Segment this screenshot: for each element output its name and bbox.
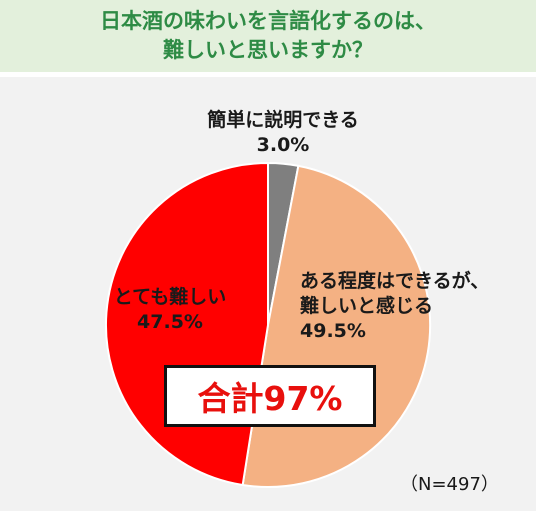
- chart-title-line-2: 難しいと思いますか？: [163, 38, 373, 62]
- label-very-difficult-text: とても難しい: [113, 286, 227, 308]
- total-callout-box: 合計97%: [164, 365, 376, 427]
- total-callout-text: 合計97%: [197, 379, 343, 418]
- title-band: 日本酒の味わいを言語化するのは、 難しいと思いますか？: [0, 0, 536, 72]
- label-somewhat-line-2: 難しいと感じる: [300, 295, 434, 317]
- label-somewhat: ある程度はできるが、 難しいと感じる 49.5%: [300, 269, 489, 344]
- label-easy-text: 簡単に説明できる: [207, 109, 359, 131]
- label-very-difficult-value: 47.5%: [137, 311, 203, 333]
- label-easy: 簡単に説明できる 3.0%: [188, 108, 378, 158]
- label-easy-value: 3.0%: [256, 134, 310, 156]
- label-somewhat-value: 49.5%: [300, 320, 366, 342]
- label-very-difficult: とても難しい 47.5%: [100, 285, 240, 335]
- sample-size-note: （N=497）: [400, 474, 499, 495]
- label-somewhat-line-1: ある程度はできるが、: [300, 270, 490, 292]
- chart-title-line-1: 日本酒の味わいを言語化するのは、: [100, 9, 436, 33]
